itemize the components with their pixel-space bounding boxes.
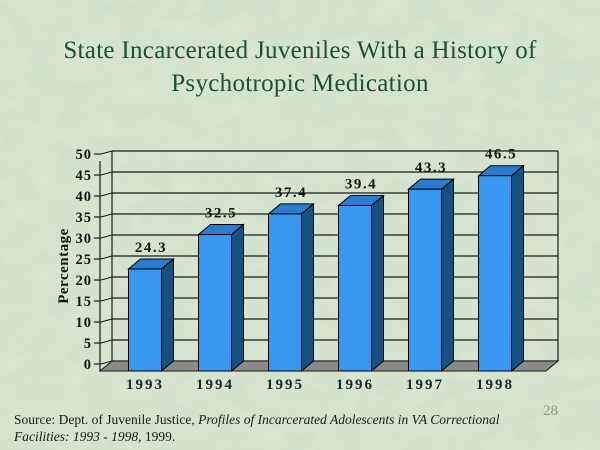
y-tick-connector-15 [100,297,113,302]
y-tick-label-0: 0 [84,357,92,373]
source-suffix: , 1999. [138,428,176,444]
y-tick-label-15: 15 [76,294,93,310]
page-number: 28 [543,403,558,419]
y-tick-label-20: 20 [76,273,93,289]
bar-1996 [338,205,372,372]
x-category-label-1994: 1994 [196,377,234,393]
y-tick-connector-20 [100,276,113,281]
bar-1993 [128,268,162,372]
y-tick-connector-5 [100,339,113,344]
bar-side-1998 [511,164,524,373]
x-category-label-1993: 1993 [126,377,164,393]
y-tick-label-10: 10 [76,315,93,331]
x-category-label-1997: 1997 [406,377,444,393]
bar-1995 [268,213,302,372]
slide-title-line2: Psychotropic Medication [171,70,429,97]
slide-title: State Incarcerated Juveniles With a Hist… [0,34,600,100]
source-italic-title-part1: Profiles of Incarcerated Adolescents in … [198,412,500,427]
source-citation: Source: Dept. of Juvenile Justice, Profi… [14,412,544,445]
bar-value-label-1998: 46.5 [485,147,517,163]
slide-title-line1: State Incarcerated Juveniles With a Hist… [63,37,537,64]
bar-1997 [408,188,442,372]
source-prefix: Source: Dept. of Juvenile Justice, [14,412,199,427]
bar-value-label-1995: 37.4 [275,185,307,201]
bar-side-1993 [161,257,174,373]
y-tick-connector-25 [100,255,113,260]
y-tick-label-50: 50 [76,147,93,163]
y-tick-connector-0 [100,360,113,365]
y-tick-connector-40 [100,192,113,197]
bar-value-label-1996: 39.4 [345,177,377,193]
y-tick-connector-45 [100,171,113,176]
x-category-label-1995: 1995 [266,377,304,393]
bar-1998 [478,175,512,372]
y-tick-connector-50 [100,150,113,155]
x-category-label-1996: 1996 [336,377,374,393]
y-tick-label-25: 25 [76,252,93,268]
bar-side-1994 [231,223,244,373]
bar-value-label-1993: 24.3 [135,240,167,256]
bar-value-label-1997: 43.3 [415,160,447,176]
y-tick-label-5: 5 [84,336,92,352]
source-italic-title-part2: Facilities: 1993 - 1998 [14,428,139,444]
y-tick-label-35: 35 [76,210,93,226]
y-tick-connector-30 [100,234,113,239]
bar-side-1996 [371,194,384,373]
x-category-label-1998: 1998 [476,377,514,393]
bar-value-label-1994: 32.5 [205,206,237,222]
y-tick-label-40: 40 [76,189,93,205]
y-tick-label-30: 30 [76,231,93,247]
bar-side-1997 [441,178,454,373]
y-tick-connector-10 [100,318,113,323]
y-tick-label-45: 45 [76,168,93,184]
y-tick-connector-35 [100,213,113,218]
bar-side-1995 [301,202,314,373]
bar-1994 [198,234,232,372]
y-axis-title: Percentage [56,228,72,304]
